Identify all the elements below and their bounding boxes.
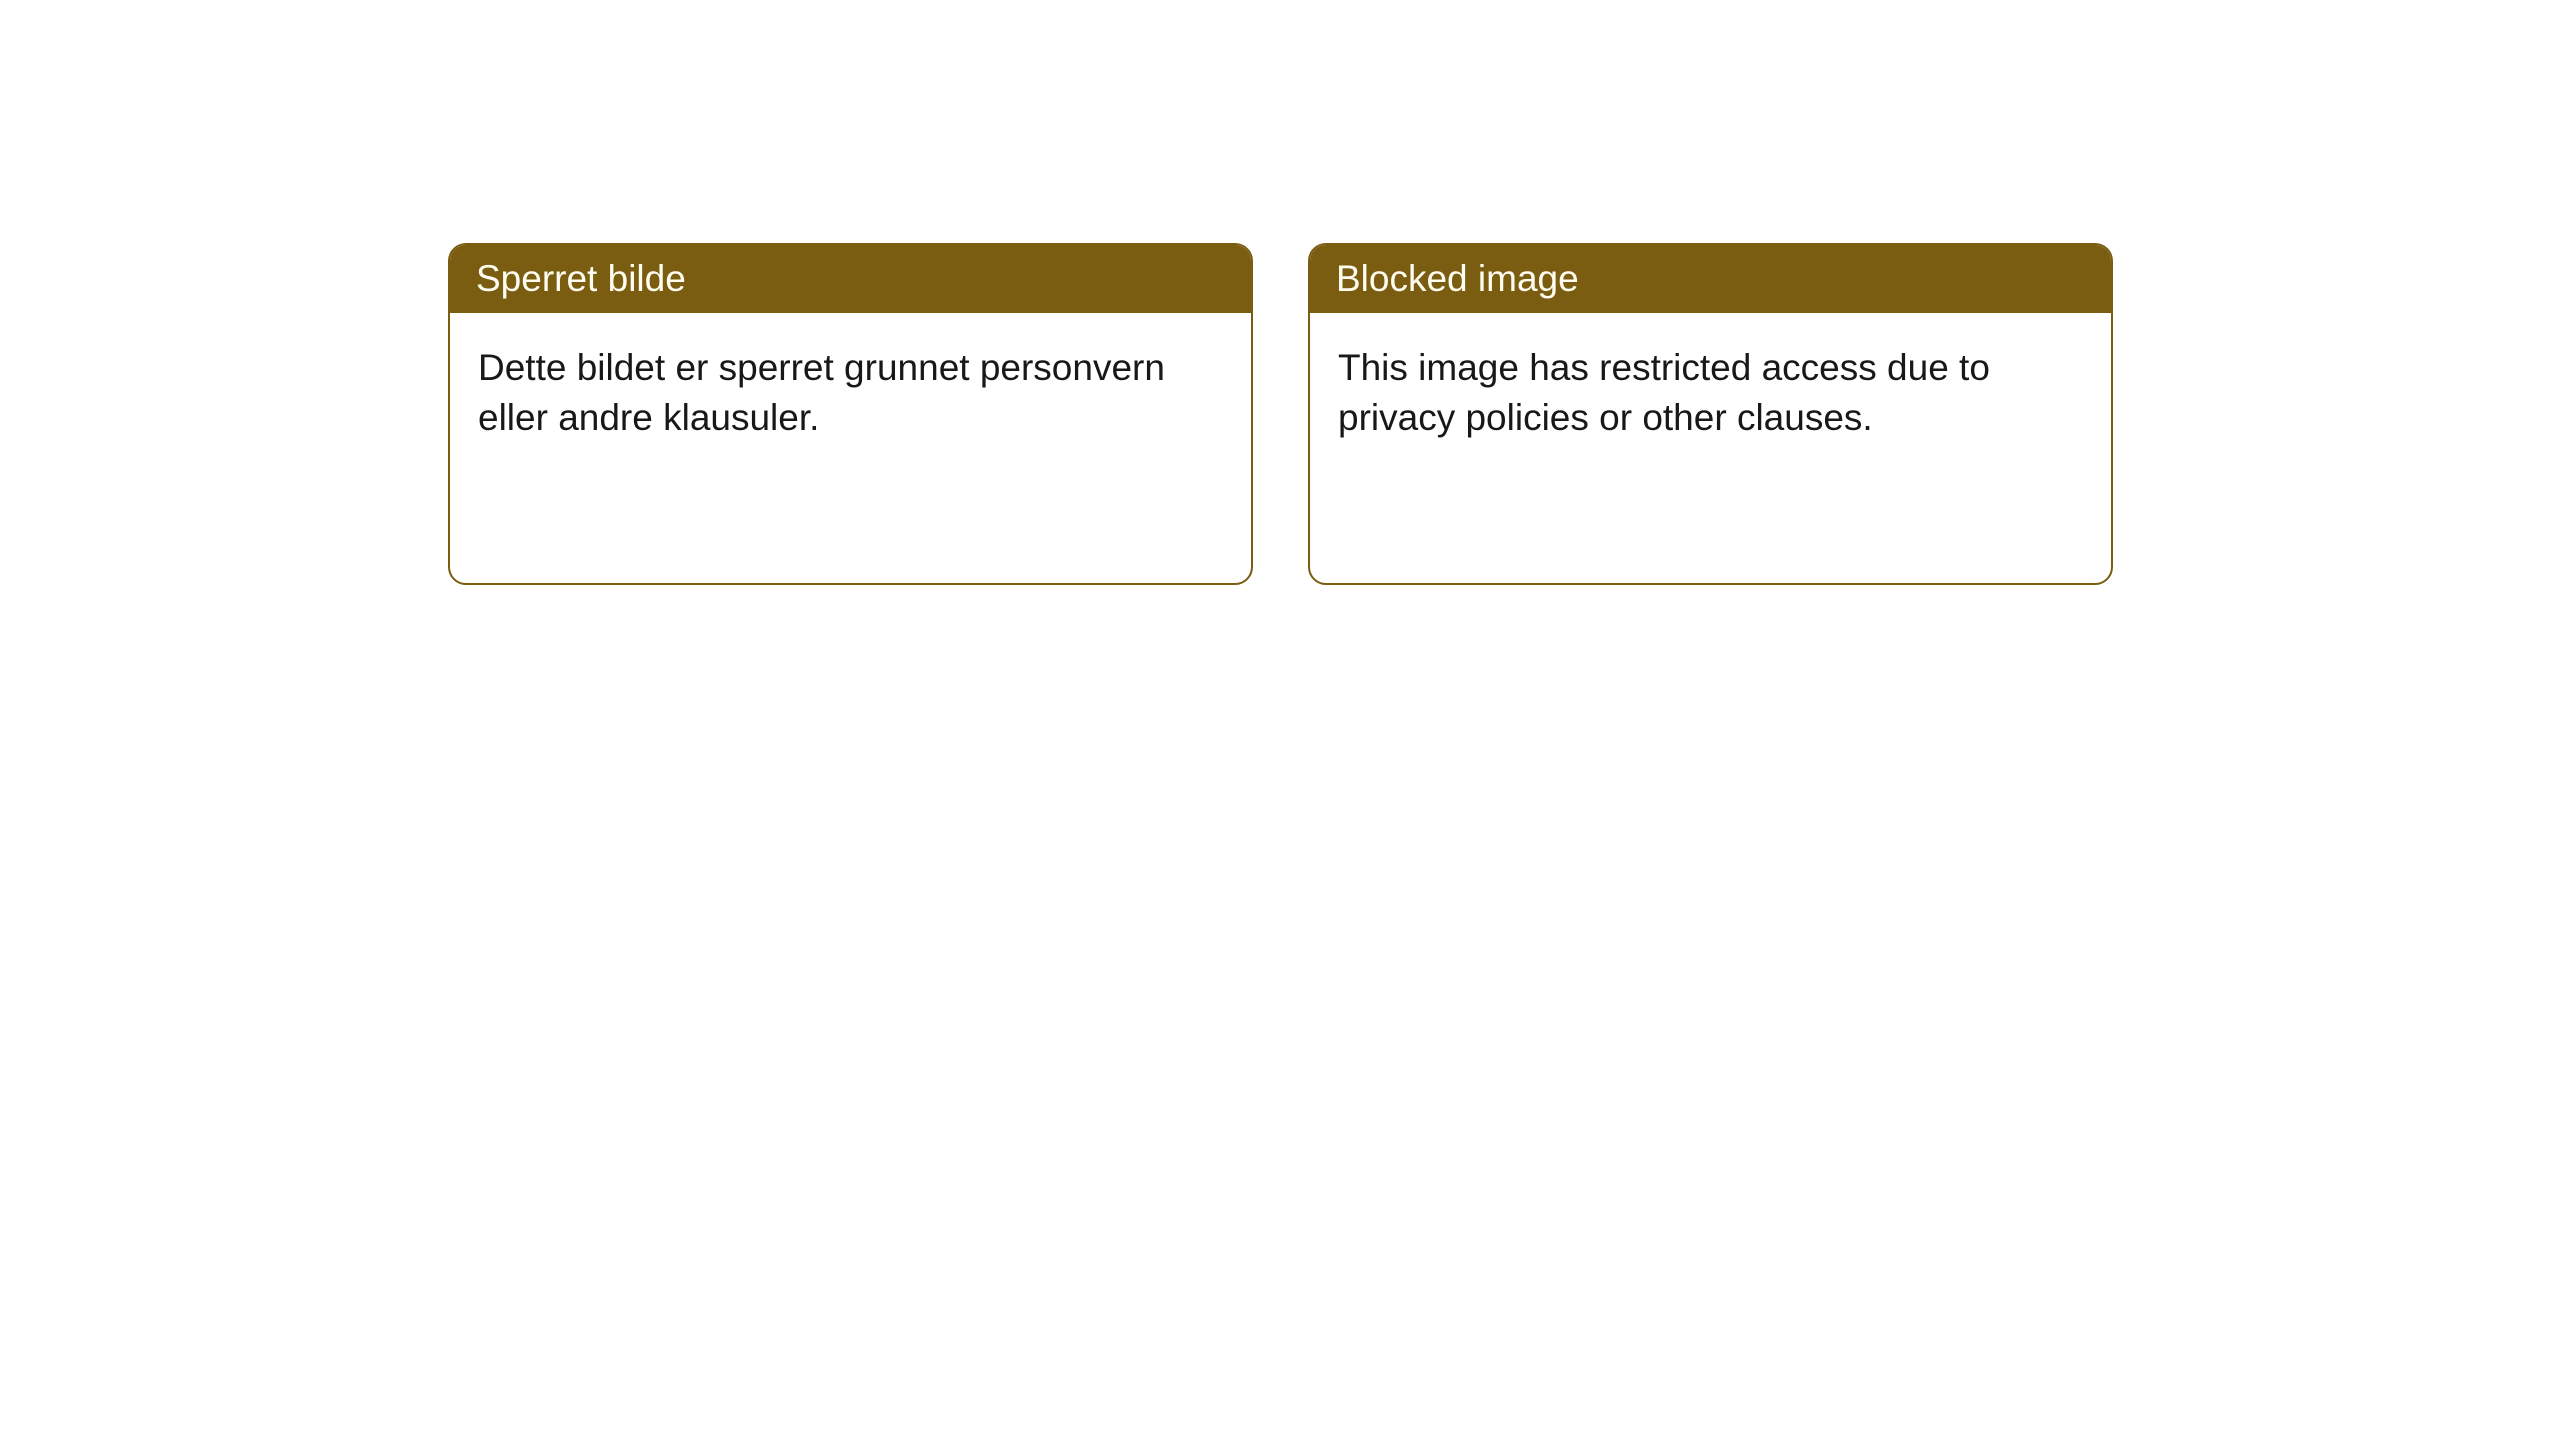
notice-card-title: Blocked image [1310, 245, 2111, 313]
notice-container: Sperret bilde Dette bildet er sperret gr… [448, 243, 2113, 585]
notice-card-english: Blocked image This image has restricted … [1308, 243, 2113, 585]
notice-card-norwegian: Sperret bilde Dette bildet er sperret gr… [448, 243, 1253, 585]
notice-card-body: Dette bildet er sperret grunnet personve… [450, 313, 1251, 583]
notice-card-title: Sperret bilde [450, 245, 1251, 313]
notice-card-body: This image has restricted access due to … [1310, 313, 2111, 583]
